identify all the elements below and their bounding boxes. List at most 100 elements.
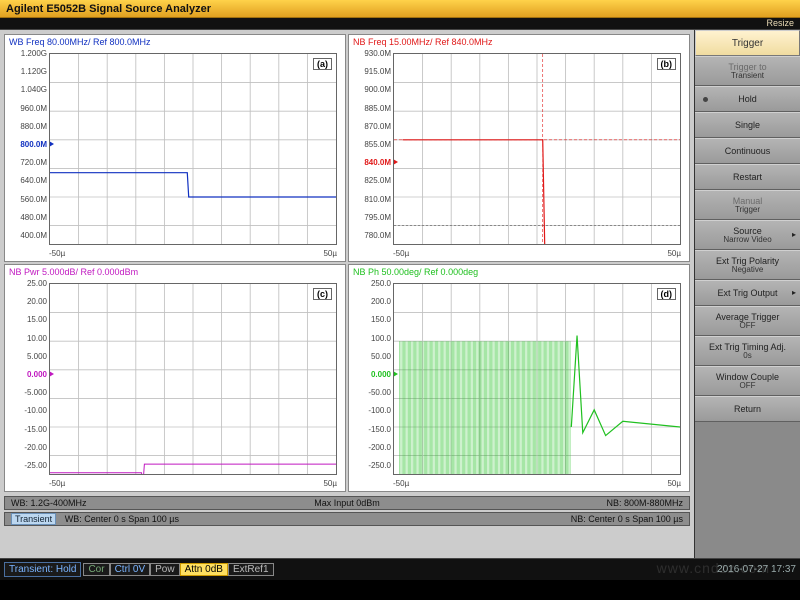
chart-c: NB Pwr 5.000dB/ Ref 0.000dBm 25.0020.001… xyxy=(4,264,346,492)
ytick: 250.0 xyxy=(349,279,393,297)
footer-chip-cor: Cor xyxy=(83,563,109,576)
chart-a-yaxis: 1.200G1.120G1.040G960.0M880.0M800.0M720.… xyxy=(5,49,49,249)
ytick: 100.0 xyxy=(349,334,393,352)
menu-head[interactable]: Trigger xyxy=(695,30,800,56)
ytick: 840.0M xyxy=(349,158,393,176)
footer-chip-extref1: ExtRef1 xyxy=(228,563,274,576)
window-title: Agilent E5052B Signal Source Analyzer xyxy=(6,3,211,15)
menu-item-manual: ManualTrigger xyxy=(695,190,800,220)
ytick: 880.0M xyxy=(5,122,49,140)
ytick: -150.0 xyxy=(349,425,393,443)
ytick: -200.0 xyxy=(349,443,393,461)
menu-item-single[interactable]: Single xyxy=(695,112,800,138)
chart-a-corner: (a) xyxy=(313,58,332,70)
ytick: 855.0M xyxy=(349,140,393,158)
menu-item-average-trigger[interactable]: Average TriggerOFF xyxy=(695,306,800,336)
footer-timestamp: 2016-07-27 17:37 xyxy=(711,564,796,575)
chart-grid: WB Freq 80.00MHz/ Ref 800.0MHz 1.200G1.1… xyxy=(4,34,690,492)
ytick: 810.0M xyxy=(349,195,393,213)
side-menu: Trigger Trigger toTransientHoldSingleCon… xyxy=(694,30,800,558)
x-right: 50µ xyxy=(323,249,337,261)
status-wb-range: WB: 1.2G-400MHz xyxy=(11,498,87,508)
menu-item-return[interactable]: Return xyxy=(695,396,800,422)
ytick: 480.0M xyxy=(5,213,49,231)
menu-item-ext-trig-polarity[interactable]: Ext Trig PolarityNegative xyxy=(695,250,800,280)
ytick: 50.00 xyxy=(349,352,393,370)
footer-chip-ctrl-0v: Ctrl 0V xyxy=(110,563,151,576)
menu-item-ext-trig-output[interactable]: Ext Trig Output▸ xyxy=(695,280,800,306)
status-max-input: Max Input 0dBm xyxy=(314,498,380,508)
menu-item-hold[interactable]: Hold xyxy=(695,86,800,112)
ytick: 0.000 xyxy=(5,370,49,388)
ytick: 1.040G xyxy=(5,85,49,103)
ytick: 25.00 xyxy=(5,279,49,297)
chart-b: NB Freq 15.00MHz/ Ref 840.0MHz 930.0M915… xyxy=(348,34,690,262)
ytick: 870.0M xyxy=(349,122,393,140)
ytick: 960.0M xyxy=(5,104,49,122)
x-right: 50µ xyxy=(323,479,337,491)
ytick: 0.000 xyxy=(349,370,393,388)
ytick: 795.0M xyxy=(349,213,393,231)
ytick: -10.00 xyxy=(5,406,49,424)
ytick: 10.00 xyxy=(5,334,49,352)
resize-label[interactable]: Resize xyxy=(766,18,794,29)
chart-b-corner: (b) xyxy=(657,58,677,70)
x-left: -50µ xyxy=(49,249,65,261)
chart-b-plot[interactable]: (b) xyxy=(393,53,681,245)
footer-chip-attn-0db: Attn 0dB xyxy=(180,563,228,576)
chart-c-title: NB Pwr 5.000dB/ Ref 0.000dBm xyxy=(5,265,345,279)
menu-item-continuous[interactable]: Continuous xyxy=(695,138,800,164)
menu-item-trigger-to: Trigger toTransient xyxy=(695,56,800,86)
menu-item-window-couple[interactable]: Window CoupleOFF xyxy=(695,366,800,396)
ytick: 150.0 xyxy=(349,315,393,333)
status-row-1: WB: 1.2G-400MHz Max Input 0dBm NB: 800M-… xyxy=(4,496,690,510)
status-nb-center: NB: Center 0 s Span 100 µs xyxy=(571,514,683,524)
status-row-2: Transient WB: Center 0 s Span 100 µs NB:… xyxy=(4,512,690,526)
chart-a-title: WB Freq 80.00MHz/ Ref 800.0MHz xyxy=(5,35,345,49)
ytick: 930.0M xyxy=(349,49,393,67)
ytick: 200.0 xyxy=(349,297,393,315)
transient-badge: Transient xyxy=(11,513,56,525)
chart-d-yaxis: 250.0200.0150.0100.050.000.000-50.00-100… xyxy=(349,279,393,479)
ytick: 640.0M xyxy=(5,176,49,194)
chart-d-plot[interactable]: (d) xyxy=(393,283,681,475)
x-left: -50µ xyxy=(49,479,65,491)
ytick: 400.0M xyxy=(5,231,49,249)
x-right: 50µ xyxy=(667,249,681,261)
ytick: 780.0M xyxy=(349,231,393,249)
resize-row: Resize xyxy=(0,18,800,30)
ytick: 900.0M xyxy=(349,85,393,103)
chart-d-title: NB Ph 50.00deg/ Ref 0.000deg xyxy=(349,265,689,279)
chart-b-title: NB Freq 15.00MHz/ Ref 840.0MHz xyxy=(349,35,689,49)
menu-item-source[interactable]: SourceNarrow Video▸ xyxy=(695,220,800,250)
chart-a-xaxis: -50µ 50µ xyxy=(5,249,345,261)
ytick: 1.200G xyxy=(5,49,49,67)
status-wb-center: Transient WB: Center 0 s Span 100 µs xyxy=(11,513,179,525)
ytick: -5.000 xyxy=(5,388,49,406)
chart-c-plot[interactable]: (c) xyxy=(49,283,337,475)
main: WB Freq 80.00MHz/ Ref 800.0MHz 1.200G1.1… xyxy=(0,30,800,558)
menu-item-restart[interactable]: Restart xyxy=(695,164,800,190)
footer-chip-pow: Pow xyxy=(150,563,179,576)
chart-d-corner: (d) xyxy=(657,288,677,300)
ytick: 560.0M xyxy=(5,195,49,213)
ytick: 915.0M xyxy=(349,67,393,85)
ytick: 15.00 xyxy=(5,315,49,333)
ytick: -15.00 xyxy=(5,425,49,443)
footer-transient: Transient: Hold xyxy=(4,562,81,577)
ytick: -20.00 xyxy=(5,443,49,461)
x-right: 50µ xyxy=(667,479,681,491)
chart-c-yaxis: 25.0020.0015.0010.005.0000.000-5.000-10.… xyxy=(5,279,49,479)
chart-b-xaxis: -50µ 50µ xyxy=(349,249,689,261)
chart-a-plot[interactable]: (a) xyxy=(49,53,337,245)
x-left: -50µ xyxy=(393,479,409,491)
menu-item-ext-trig-timing-adj-[interactable]: Ext Trig Timing Adj.0s xyxy=(695,336,800,366)
plot-area: WB Freq 80.00MHz/ Ref 800.0MHz 1.200G1.1… xyxy=(0,30,694,558)
titlebar: Agilent E5052B Signal Source Analyzer xyxy=(0,0,800,18)
ytick: 800.0M xyxy=(5,140,49,158)
status-nb-range: NB: 800M-880MHz xyxy=(606,498,683,508)
wb-span: WB: Center 0 s Span 100 µs xyxy=(65,514,179,524)
chart-c-xaxis: -50µ 50µ xyxy=(5,479,345,491)
ytick: -100.0 xyxy=(349,406,393,424)
ytick: -50.00 xyxy=(349,388,393,406)
